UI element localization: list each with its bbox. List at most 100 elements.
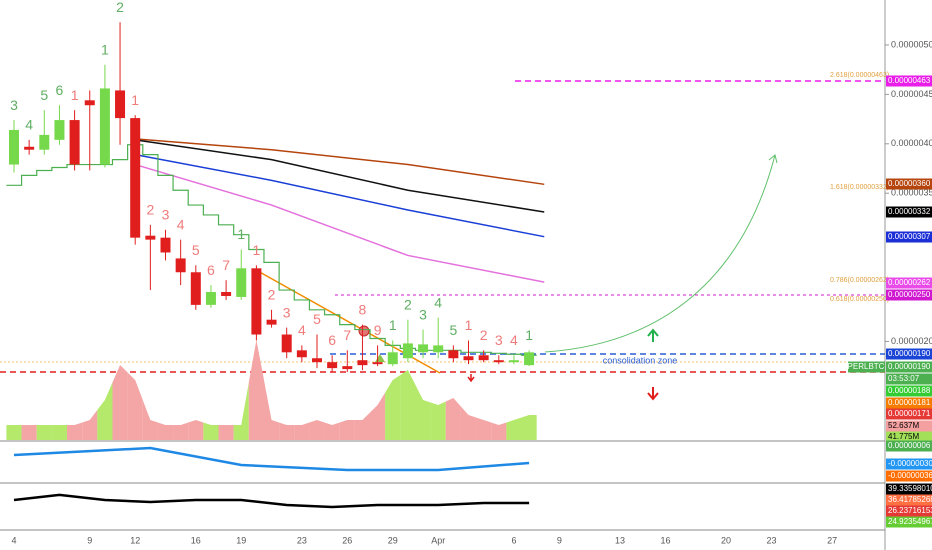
candle-body <box>145 235 156 240</box>
setup-count: 2 <box>146 202 154 218</box>
symbol-tag <box>848 361 885 373</box>
volume-area <box>263 380 280 440</box>
volume-area <box>173 422 189 440</box>
candle-body <box>190 272 201 305</box>
x-tick-label: 27 <box>827 535 837 545</box>
price-tag-label: 03:53:07 <box>888 374 920 383</box>
x-tick-label: 9 <box>557 535 562 545</box>
volume-area <box>157 422 174 440</box>
setup-count: 2 <box>404 296 412 312</box>
volume-area <box>203 422 219 440</box>
price-tag <box>886 408 932 420</box>
setup-count: 6 <box>207 262 215 278</box>
price-tag <box>886 75 932 87</box>
candle-body <box>478 355 489 361</box>
setup-count: 2 <box>268 287 276 303</box>
price-tag <box>886 289 932 301</box>
candle-body <box>327 362 338 369</box>
moving-average <box>135 153 545 238</box>
volume-area <box>370 392 386 440</box>
volume-area <box>188 420 204 440</box>
volume-area <box>142 400 158 440</box>
volume-area <box>67 422 83 440</box>
moving-average <box>135 139 545 213</box>
candle-body <box>205 292 216 305</box>
volume-area <box>400 370 416 440</box>
setup-count: 6 <box>56 82 64 98</box>
x-tick-label: 13 <box>615 535 625 545</box>
symbol-tag-label: PERLBTC <box>848 362 885 371</box>
candle-body <box>418 344 429 353</box>
x-tick-label: 23 <box>297 535 307 545</box>
volume-area <box>6 425 22 440</box>
price-tag <box>886 348 932 360</box>
setup-count: 1 <box>389 317 397 333</box>
price-tag <box>886 420 932 432</box>
price-tag-label: 0.00000188 <box>888 386 931 395</box>
candle-body <box>448 350 459 359</box>
price-tag-label: 0.00000190 <box>888 349 931 358</box>
candle-body <box>266 319 277 325</box>
x-tick-label: 16 <box>191 535 201 545</box>
candle-body <box>433 345 444 353</box>
setup-count: 1 <box>525 327 533 343</box>
candle-body <box>251 268 262 335</box>
volume-area <box>97 382 113 440</box>
x-tick-label: 4 <box>11 535 16 545</box>
volume-area <box>506 417 522 440</box>
fib-label: 2.618(0.00000463) <box>830 72 889 79</box>
setup-count: 3 <box>10 97 18 113</box>
price-tag-label: 52.637M <box>888 421 919 430</box>
candle-body <box>357 360 368 366</box>
volume-area <box>309 420 325 440</box>
x-tick-label: 23 <box>766 535 776 545</box>
fib-label: 1.618(0.00000332) <box>830 184 889 191</box>
volume-area <box>460 406 477 440</box>
candle-body <box>312 358 322 363</box>
price-tag <box>886 494 932 506</box>
x-tick-label: 16 <box>660 535 670 545</box>
candle-body <box>39 134 50 150</box>
setup-count: 5 <box>40 87 48 103</box>
volume-area <box>339 420 355 440</box>
volume-area <box>430 401 446 440</box>
price-tag-label: 0.00000250 <box>888 290 931 299</box>
setup-count: 7 <box>222 257 230 273</box>
candle-body <box>281 334 292 353</box>
setup-count: 3 <box>283 304 291 320</box>
x-tick-label: 19 <box>236 535 246 545</box>
volume-area <box>51 425 68 440</box>
price-tag <box>886 505 932 517</box>
price-tag-label: 0.00000171 <box>888 409 931 418</box>
setup-count: 1 <box>253 242 261 258</box>
setup-count: 4 <box>434 294 442 310</box>
setup-count: 1 <box>237 226 245 242</box>
y-tick-label: 0.00000200 <box>891 336 932 346</box>
volume-area <box>415 385 431 440</box>
moving-average <box>135 138 545 186</box>
volume-area <box>279 422 295 440</box>
candle-body <box>236 268 247 297</box>
candle-body <box>402 343 413 359</box>
setup-count: 3 <box>495 332 503 348</box>
price-tag <box>886 385 932 397</box>
candle-body <box>524 352 535 366</box>
x-tick-label: 9 <box>87 535 92 545</box>
setup-count: 9 <box>374 322 382 338</box>
down-arrow <box>467 374 475 383</box>
setup-count: 1 <box>101 41 109 57</box>
price-tag-label: 0.00000006 <box>888 441 931 450</box>
setup-count: 5 <box>449 322 457 338</box>
signal-marker <box>358 325 370 337</box>
x-tick-label: 29 <box>388 535 398 545</box>
price-tag-label: 0.00000360 <box>888 179 931 188</box>
price-tag-label: 36.41785268 <box>888 495 932 504</box>
fib-label: 0.618(0.00000250) <box>830 296 889 303</box>
setup-count: 4 <box>510 332 518 348</box>
price-tag <box>886 431 932 443</box>
price-tag <box>886 397 932 409</box>
candle-body <box>342 366 353 370</box>
